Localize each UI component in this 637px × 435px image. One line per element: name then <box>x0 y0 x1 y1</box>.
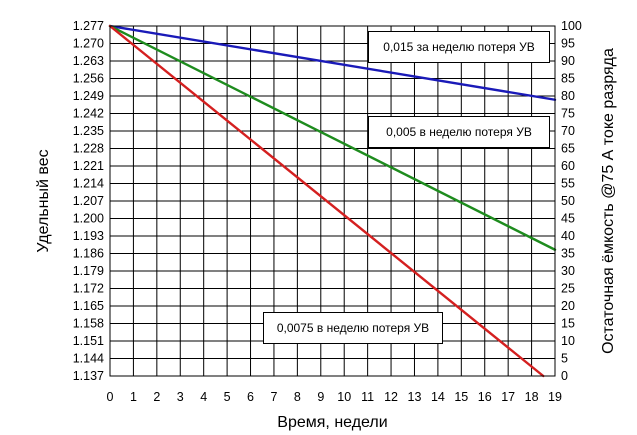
annotation-green: 0,005 в неделю потеря УВ <box>368 116 550 148</box>
y-left-tick-label: 1.200 <box>73 212 104 226</box>
series-line-blue <box>108 24 557 101</box>
y-left-tick-label: 1.193 <box>73 229 104 243</box>
y-left-tick-label: 1.151 <box>73 334 104 348</box>
x-tick-label: 19 <box>548 390 562 404</box>
x-tick-label: 11 <box>361 390 374 404</box>
x-tick-label: 3 <box>177 390 184 404</box>
y-right-tick-label: 10 <box>561 334 575 348</box>
y-right-tick-label: 65 <box>561 142 575 156</box>
y-left-tick-label: 1.277 <box>73 19 104 33</box>
x-tick-label: 0 <box>107 390 114 404</box>
series-lines <box>108 24 557 378</box>
y-left-tick-label: 1.186 <box>73 247 104 261</box>
y-left-tick-label: 1.158 <box>73 317 104 331</box>
y-right-tick-label: 25 <box>561 282 575 296</box>
y-right-tick-label: 70 <box>561 124 575 138</box>
x-tick-label: 4 <box>200 390 207 404</box>
plot-frame <box>109 25 556 377</box>
y-right-tick-label: 40 <box>561 229 575 243</box>
tick-labels: 0 1 2 3 4 5 6 7 8 9 10 11 12 13 14 15 16 17 18 191.277 1001.… <box>73 19 582 404</box>
y-right-tick-label: 80 <box>561 89 575 103</box>
x-tick-label: 17 <box>501 390 515 404</box>
y-right-tick-label: 5 <box>561 352 568 366</box>
y-left-tick-label: 1.270 <box>73 37 104 51</box>
y-left-tick-label: 1.235 <box>73 124 104 138</box>
y-left-tick-label: 1.165 <box>73 299 104 313</box>
x-tick-label: 10 <box>337 390 351 404</box>
y-right-tick-label: 45 <box>561 212 575 226</box>
x-tick-label: 9 <box>317 390 324 404</box>
x-tick-label: 13 <box>408 390 422 404</box>
y-right-tick-label: 35 <box>561 247 575 261</box>
x-tick-label: 18 <box>525 390 539 404</box>
y-right-tick-label: 50 <box>561 194 575 208</box>
x-tick-label: 14 <box>431 390 445 404</box>
y-left-tick-label: 1.256 <box>73 72 104 86</box>
y-left-axis-title: Удельный вес <box>35 149 52 252</box>
x-tick-label: 1 <box>130 390 137 404</box>
x-tick-label: 7 <box>270 390 277 404</box>
y-right-tick-label: 30 <box>561 264 575 278</box>
y-left-tick-label: 1.214 <box>73 177 104 191</box>
series-line-red <box>108 24 545 378</box>
x-tick-label: 16 <box>478 390 492 404</box>
y-right-tick-label: 55 <box>561 177 575 191</box>
x-tick-label: 6 <box>247 390 254 404</box>
annotation-blue: 0,015 за неделю потеря УВ <box>368 31 550 63</box>
series-line-green <box>108 24 557 251</box>
y-right-tick-label: 95 <box>561 37 575 51</box>
x-tick-label: 8 <box>294 390 301 404</box>
y-right-tick-label: 75 <box>561 107 575 121</box>
y-left-tick-label: 1.228 <box>73 142 104 156</box>
y-right-tick-label: 85 <box>561 72 575 86</box>
y-left-tick-label: 1.144 <box>73 352 104 366</box>
y-left-tick-label: 1.172 <box>73 282 104 296</box>
y-right-tick-label: 20 <box>561 299 575 313</box>
x-tick-label: 12 <box>384 390 398 404</box>
annotation-red: 0,0075 в неделю потеря УВ <box>263 312 443 344</box>
y-right-axis-title: Остаточная ёмкость @75 А токе разряда <box>600 48 617 354</box>
y-right-tick-label: 100 <box>561 19 582 33</box>
y-left-tick-label: 1.207 <box>73 194 104 208</box>
y-right-tick-label: 60 <box>561 159 575 173</box>
y-left-tick-label: 1.249 <box>73 89 104 103</box>
y-right-tick-label: 90 <box>561 54 575 68</box>
y-left-tick-label: 1.137 <box>73 369 104 383</box>
y-left-tick-label: 1.242 <box>73 107 104 121</box>
x-tick-label: 2 <box>153 390 160 404</box>
y-right-tick-label: 15 <box>561 317 575 331</box>
x-axis-title: Время, недели <box>277 414 387 431</box>
y-left-tick-label: 1.179 <box>73 264 104 278</box>
y-left-tick-label: 1.221 <box>73 159 104 173</box>
x-tick-label: 15 <box>454 390 468 404</box>
x-tick-label: 5 <box>224 390 231 404</box>
y-left-tick-label: 1.263 <box>73 54 104 68</box>
y-right-tick-label: 0 <box>561 369 568 383</box>
